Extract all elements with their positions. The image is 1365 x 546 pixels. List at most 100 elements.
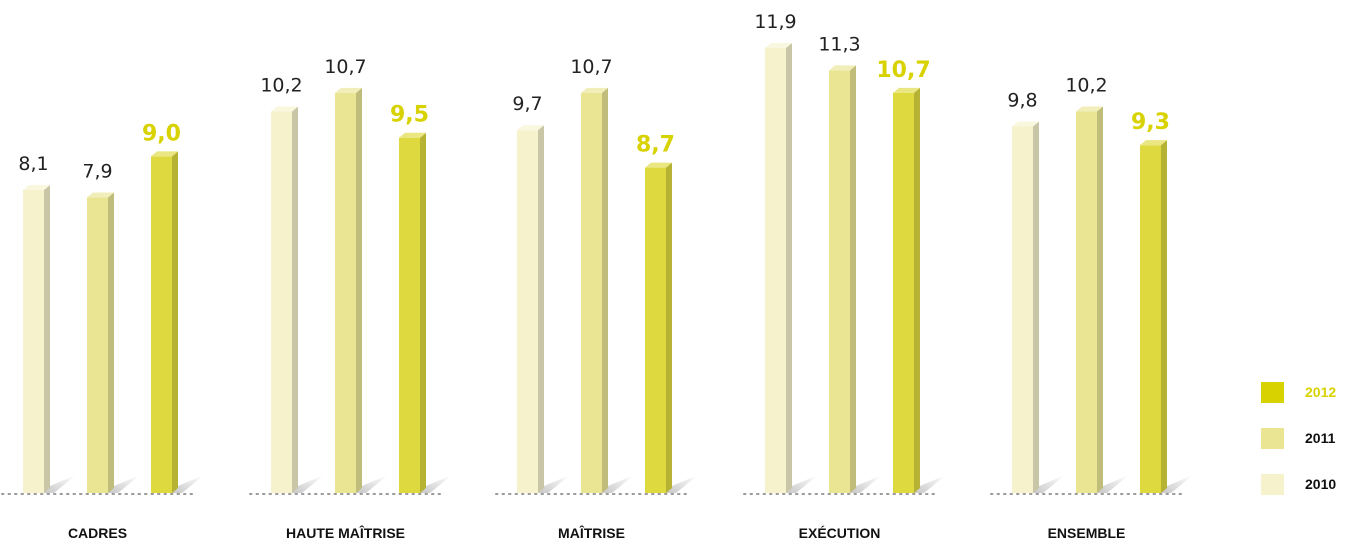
bar-execution-2011: [829, 65, 856, 493]
value-label-maitrise-2012: 8,7: [636, 133, 675, 158]
bar-top: [517, 125, 544, 131]
legend-swatch: [1261, 474, 1284, 495]
bar-shadow: [914, 475, 946, 493]
value-label-cadres-2010: 8,1: [18, 153, 48, 175]
legend-label: 2010: [1305, 476, 1336, 492]
bar-top: [399, 132, 426, 138]
bar-shadow: [538, 475, 570, 493]
bar-side: [1033, 121, 1039, 493]
category-label-ensemble: ENSEMBLE: [1048, 525, 1126, 541]
bar-shadow: [1161, 475, 1193, 493]
value-label-cadres-2011: 7,9: [82, 161, 112, 183]
bar-ensemble-2012: [1140, 140, 1167, 493]
legend-swatch: [1261, 428, 1284, 449]
value-label-ensemble-2011: 10,2: [1065, 75, 1107, 97]
bar-shadow: [786, 475, 818, 493]
bar-shadow: [356, 475, 388, 493]
value-label-execution-2010: 11,9: [754, 11, 796, 33]
bar-side: [44, 185, 50, 493]
bar-front: [893, 92, 914, 493]
category-labels: CADRES HAUTE MAÎTRISE MAÎTRISE EXÉCUTION ENS…: [68, 524, 1125, 541]
bar-side: [108, 192, 114, 494]
bar-top: [645, 162, 672, 168]
bar-haute-maitrise-2012: [399, 132, 426, 493]
bar-maitrise-2011: [581, 87, 608, 493]
value-label-maitrise-2010: 9,7: [512, 93, 542, 115]
bar-top: [151, 151, 178, 157]
bar-side: [914, 87, 920, 493]
bar-front: [271, 111, 292, 494]
bar-front: [517, 130, 538, 493]
legend: 2012 2011 2010: [1261, 382, 1336, 495]
bars: [23, 42, 1167, 494]
bar-top: [1076, 106, 1103, 112]
bar-shadow: [1033, 475, 1065, 493]
bar-front: [87, 197, 108, 494]
legend-item-2011: 2011: [1261, 428, 1336, 449]
bar-top: [581, 87, 608, 93]
bar-front: [1140, 145, 1161, 493]
category-label-cadres: CADRES: [68, 525, 127, 541]
bar-execution-2010: [765, 42, 792, 493]
bar-shadow: [602, 475, 634, 493]
value-label-maitrise-2011: 10,7: [570, 56, 612, 78]
legend-item-2010: 2010: [1261, 474, 1336, 495]
bar-ensemble-2011: [1076, 106, 1103, 494]
bar-front: [1012, 126, 1033, 493]
bar-top: [271, 106, 298, 112]
bar-cadres-2011: [87, 192, 114, 494]
value-label-ensemble-2012: 9,3: [1131, 110, 1170, 135]
value-label-haute-maitrise-2010: 10,2: [260, 75, 302, 97]
bar-shadow: [850, 475, 882, 493]
bar-top: [335, 87, 362, 93]
category-label-maitrise: MAÎTRISE: [558, 524, 625, 541]
bar-shadow: [172, 475, 204, 493]
category-label-execution: EXÉCUTION: [799, 525, 881, 541]
bar-shadow: [108, 475, 140, 493]
bar-top: [1140, 140, 1167, 146]
bar-front: [645, 167, 666, 493]
value-label-cadres-2012: 9,0: [142, 121, 181, 146]
bar-shadow: [666, 475, 698, 493]
bar-side: [1161, 140, 1167, 493]
bar-shadow: [1097, 475, 1129, 493]
value-label-haute-maitrise-2012: 9,5: [390, 103, 429, 128]
bar-top: [829, 65, 856, 71]
bar-side: [292, 106, 298, 494]
bar-front: [1076, 111, 1097, 494]
bar-front: [151, 156, 172, 493]
bar-shadow: [44, 475, 76, 493]
bar-shadow: [420, 475, 452, 493]
bar-shadow: [292, 475, 324, 493]
bar-front: [399, 137, 420, 493]
bar-top: [1012, 121, 1039, 127]
bar-front: [335, 92, 356, 493]
bar-top: [87, 192, 114, 198]
legend-label: 2011: [1305, 430, 1336, 446]
bar-front: [581, 92, 602, 493]
category-label-haute-maitrise: HAUTE MAÎTRISE: [286, 524, 405, 541]
bar-side: [786, 42, 792, 493]
bar-top: [23, 185, 50, 191]
bar-side: [420, 132, 426, 493]
value-label-haute-maitrise-2011: 10,7: [324, 56, 366, 78]
bar-cadres-2010: [23, 185, 50, 493]
value-label-execution-2012: 10,7: [876, 58, 930, 83]
bar-side: [602, 87, 608, 493]
value-label-ensemble-2010: 9,8: [1007, 89, 1037, 111]
bar-ensemble-2010: [1012, 121, 1039, 493]
bar-shadows: [44, 475, 1193, 493]
bar-side: [538, 125, 544, 493]
legend-swatch: [1261, 382, 1284, 403]
legend-item-2012: 2012: [1261, 382, 1336, 403]
bar-top: [893, 87, 920, 93]
legend-label: 2012: [1305, 384, 1336, 400]
bar-maitrise-2010: [517, 125, 544, 493]
bar-side: [1097, 106, 1103, 494]
bar-cadres-2012: [151, 151, 178, 493]
bar-maitrise-2012: [645, 162, 672, 493]
bar-side: [666, 162, 672, 493]
bar-side: [356, 87, 362, 493]
bar-haute-maitrise-2011: [335, 87, 362, 493]
